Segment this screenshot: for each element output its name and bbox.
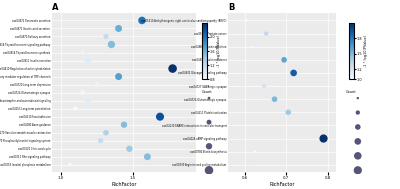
Point [79, 51, 86, 54]
Point [355, 140, 361, 143]
Point [355, 97, 361, 100]
Text: B: B [228, 3, 234, 12]
Point [252, 150, 258, 153]
X-axis label: RichFactor: RichFactor [111, 182, 137, 187]
Point [108, 43, 114, 46]
Point [281, 58, 287, 61]
Point [85, 59, 91, 62]
Point [103, 35, 109, 38]
Point [243, 124, 249, 127]
Text: A: A [52, 3, 58, 12]
Point [98, 139, 104, 142]
Point [144, 155, 151, 158]
Point [139, 19, 145, 22]
Point [115, 27, 122, 30]
Point [271, 98, 278, 101]
Point [157, 115, 163, 118]
Point [355, 169, 361, 172]
Y-axis label: -1 * log10(PValue): -1 * log10(PValue) [364, 35, 368, 67]
Point [94, 83, 100, 86]
Point [261, 84, 267, 88]
Point [72, 107, 78, 110]
Point [126, 147, 132, 150]
Point [206, 97, 212, 100]
Text: Count: Count [201, 90, 212, 94]
Point [355, 111, 361, 114]
Point [170, 67, 176, 70]
Point [248, 45, 255, 48]
Point [355, 125, 361, 129]
Point [355, 154, 361, 157]
Text: Count: Count [346, 90, 357, 94]
Point [206, 169, 212, 172]
Y-axis label: -1 * log10(PValue): -1 * log10(PValue) [216, 35, 220, 67]
Point [115, 75, 122, 78]
Point [121, 123, 127, 126]
Point [103, 131, 109, 134]
Point [320, 137, 327, 140]
Point [206, 145, 212, 148]
Point [263, 32, 270, 35]
Point [67, 163, 73, 166]
Point [79, 91, 86, 94]
Point [290, 71, 297, 74]
Point [85, 99, 91, 102]
Point [285, 111, 292, 114]
X-axis label: RichFactor: RichFactor [269, 182, 295, 187]
Point [206, 121, 212, 124]
Point [245, 163, 251, 166]
Point [244, 19, 250, 22]
